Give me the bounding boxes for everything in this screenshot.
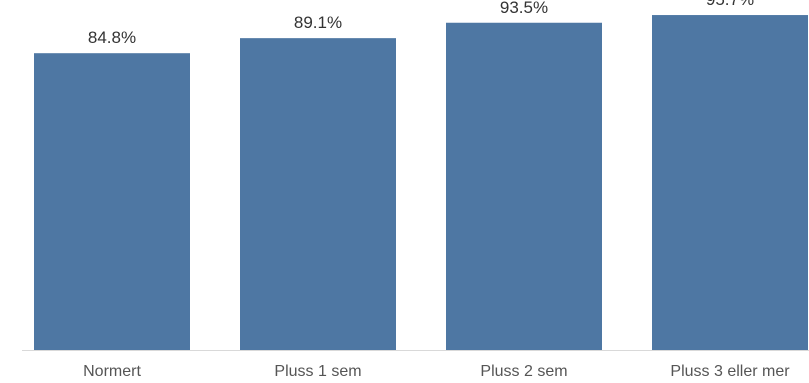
bar-2 [446, 22, 602, 350]
bar-0 [34, 53, 190, 350]
bars-group [34, 15, 808, 351]
x-tick-labels-group: Normert Pluss 1 sem Pluss 2 sem Pluss 3 ell… [83, 363, 790, 380]
bar-1 [240, 38, 396, 351]
bar-value-label-1: 89.1% [294, 13, 342, 32]
bar-value-label-2: 93.5% [500, 0, 548, 17]
x-tick-label-2: Pluss 2 sem [480, 363, 567, 380]
bar-value-label-3: 95.7% [706, 0, 754, 9]
bar-3 [652, 15, 808, 351]
x-tick-label-3: Pluss 3 eller mer [670, 363, 790, 380]
x-tick-label-0: Normert [83, 363, 141, 380]
x-tick-label-1: Pluss 1 sem [274, 363, 361, 380]
value-labels-group: 84.8% 89.1% 93.5% 95.7% [88, 0, 754, 47]
bar-value-label-0: 84.8% [88, 28, 136, 47]
